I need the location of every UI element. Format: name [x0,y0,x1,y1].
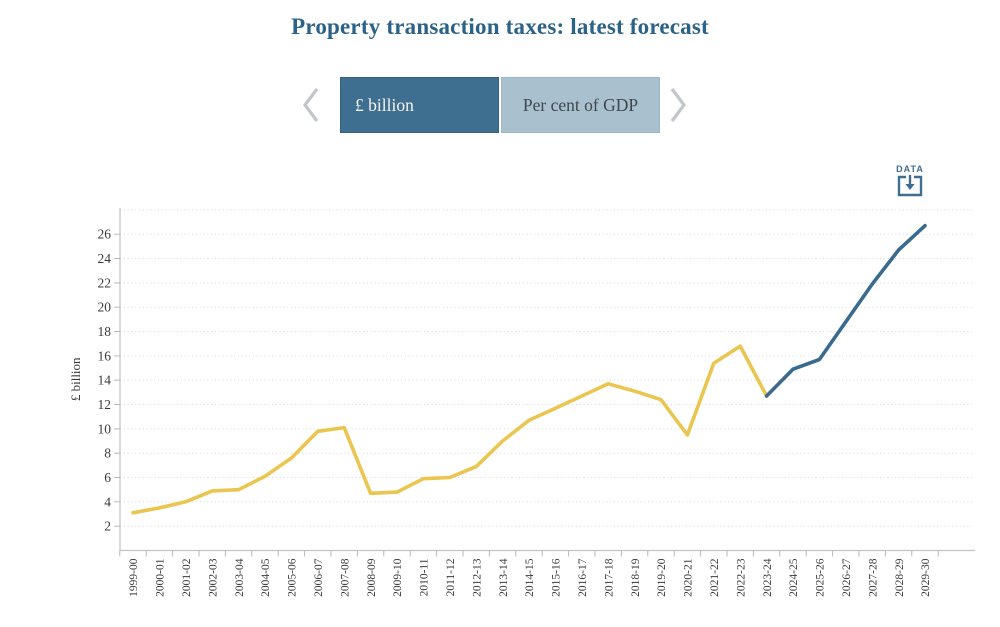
svg-text:2021-22: 2021-22 [709,558,721,597]
svg-text:2007-08: 2007-08 [339,558,351,597]
svg-text:2023-24: 2023-24 [762,558,774,597]
svg-text:2029-30: 2029-30 [920,558,932,597]
svg-text:2008-09: 2008-09 [366,558,378,597]
svg-text:2005-06: 2005-06 [287,558,299,597]
svg-text:2025-26: 2025-26 [815,558,827,597]
svg-text:22: 22 [98,275,112,290]
svg-text:14: 14 [98,373,112,388]
svg-text:2001-02: 2001-02 [181,558,193,597]
x-axis-ticks [119,550,939,557]
data-download-button[interactable]: DATA [889,164,931,203]
chevron-left-icon [303,88,319,122]
y-axis-title: £ billion [68,357,83,401]
svg-text:18: 18 [98,324,112,339]
svg-text:2011-12: 2011-12 [445,558,457,596]
svg-text:2020-21: 2020-21 [683,558,695,597]
axes [119,208,975,552]
svg-text:16: 16 [98,348,112,363]
svg-text:2019-20: 2019-20 [656,558,668,597]
svg-text:2003-04: 2003-04 [234,558,246,597]
tab-pound-billion[interactable]: £ billion [340,77,499,133]
svg-text:4: 4 [104,494,111,509]
svg-text:2012-13: 2012-13 [471,558,483,597]
svg-text:2018-19: 2018-19 [630,558,642,597]
page-title: Property transaction taxes: latest forec… [291,14,709,39]
svg-text:2000-01: 2000-01 [155,558,167,597]
data-download-icon [897,175,923,197]
svg-text:2027-28: 2027-28 [867,558,879,597]
prev-chart-button[interactable] [301,86,321,124]
svg-text:2017-18: 2017-18 [603,558,615,597]
forecast-line [764,223,927,398]
x-axis-labels: 1999-00 2000-01 2001-02 2002-03 2003-04 2004-… [128,558,932,597]
svg-text:2028-29: 2028-29 [894,558,906,597]
svg-text:2004-05: 2004-05 [260,558,272,597]
svg-text:26: 26 [98,227,112,242]
svg-text:1999-00: 1999-00 [128,558,140,597]
svg-text:2026-27: 2026-27 [841,558,853,597]
svg-text:2006-07: 2006-07 [313,558,325,597]
svg-text:2002-03: 2002-03 [207,558,219,597]
svg-text:6: 6 [104,470,111,485]
svg-text:24: 24 [98,251,112,266]
svg-text:2013-14: 2013-14 [498,558,510,597]
outturn-line [131,344,769,515]
svg-text:2010-11: 2010-11 [419,558,431,596]
svg-text:8: 8 [104,446,111,461]
chevron-right-icon [670,88,686,122]
svg-text:2009-10: 2009-10 [392,558,404,597]
gridlines [120,209,975,527]
svg-text:2016-17: 2016-17 [577,558,589,597]
svg-text:2014-15: 2014-15 [524,558,536,597]
next-chart-button[interactable] [668,86,688,124]
data-download-label: DATA [896,164,924,174]
tab-percent-gdp[interactable]: Per cent of GDP [501,77,660,133]
svg-text:12: 12 [98,397,112,412]
svg-text:2: 2 [104,519,111,534]
svg-text:2024-25: 2024-25 [788,558,800,597]
svg-text:2015-16: 2015-16 [551,558,563,597]
svg-text:10: 10 [98,421,112,436]
svg-text:2022-23: 2022-23 [735,558,747,597]
svg-text:20: 20 [98,300,112,315]
